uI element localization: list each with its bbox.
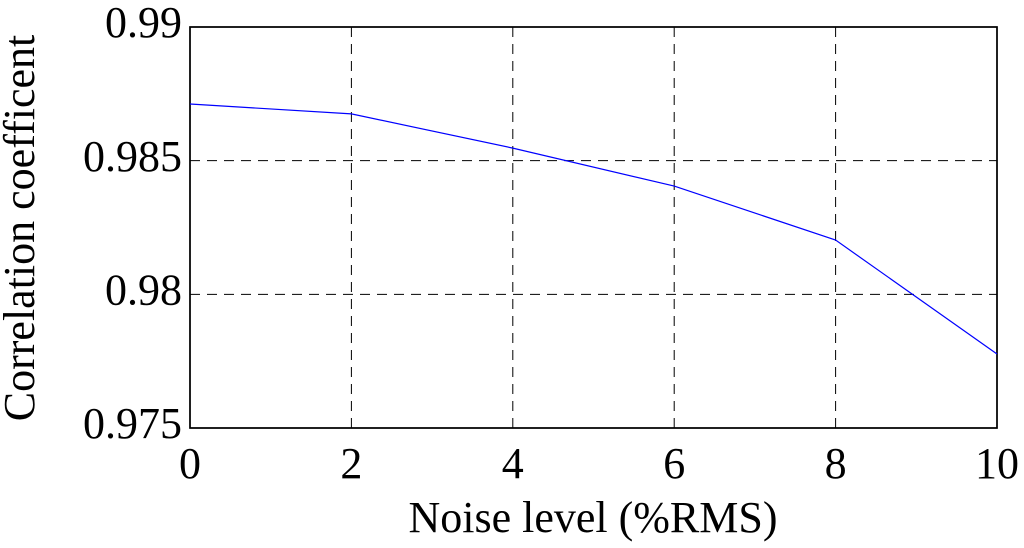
x-tick-label: 2	[340, 439, 362, 488]
y-tick-label: 0.975	[83, 399, 182, 448]
x-tick-label: 4	[502, 439, 524, 488]
data-line	[189, 103, 998, 355]
y-axis-label: Correlation coefficent	[0, 35, 44, 421]
plot-border	[189, 26, 998, 429]
x-tick-label: 8	[825, 439, 847, 488]
x-tick-label: 0	[179, 439, 201, 488]
x-tick-label: 10	[975, 439, 1019, 488]
y-tick-label: 0.99	[105, 0, 182, 47]
x-tick-label: 6	[663, 439, 685, 488]
plot-frame	[189, 26, 998, 429]
x-axis-label: Noise level (%RMS)	[408, 493, 777, 542]
y-tick-label: 0.98	[105, 265, 182, 314]
y-tick-label: 0.985	[83, 132, 182, 181]
